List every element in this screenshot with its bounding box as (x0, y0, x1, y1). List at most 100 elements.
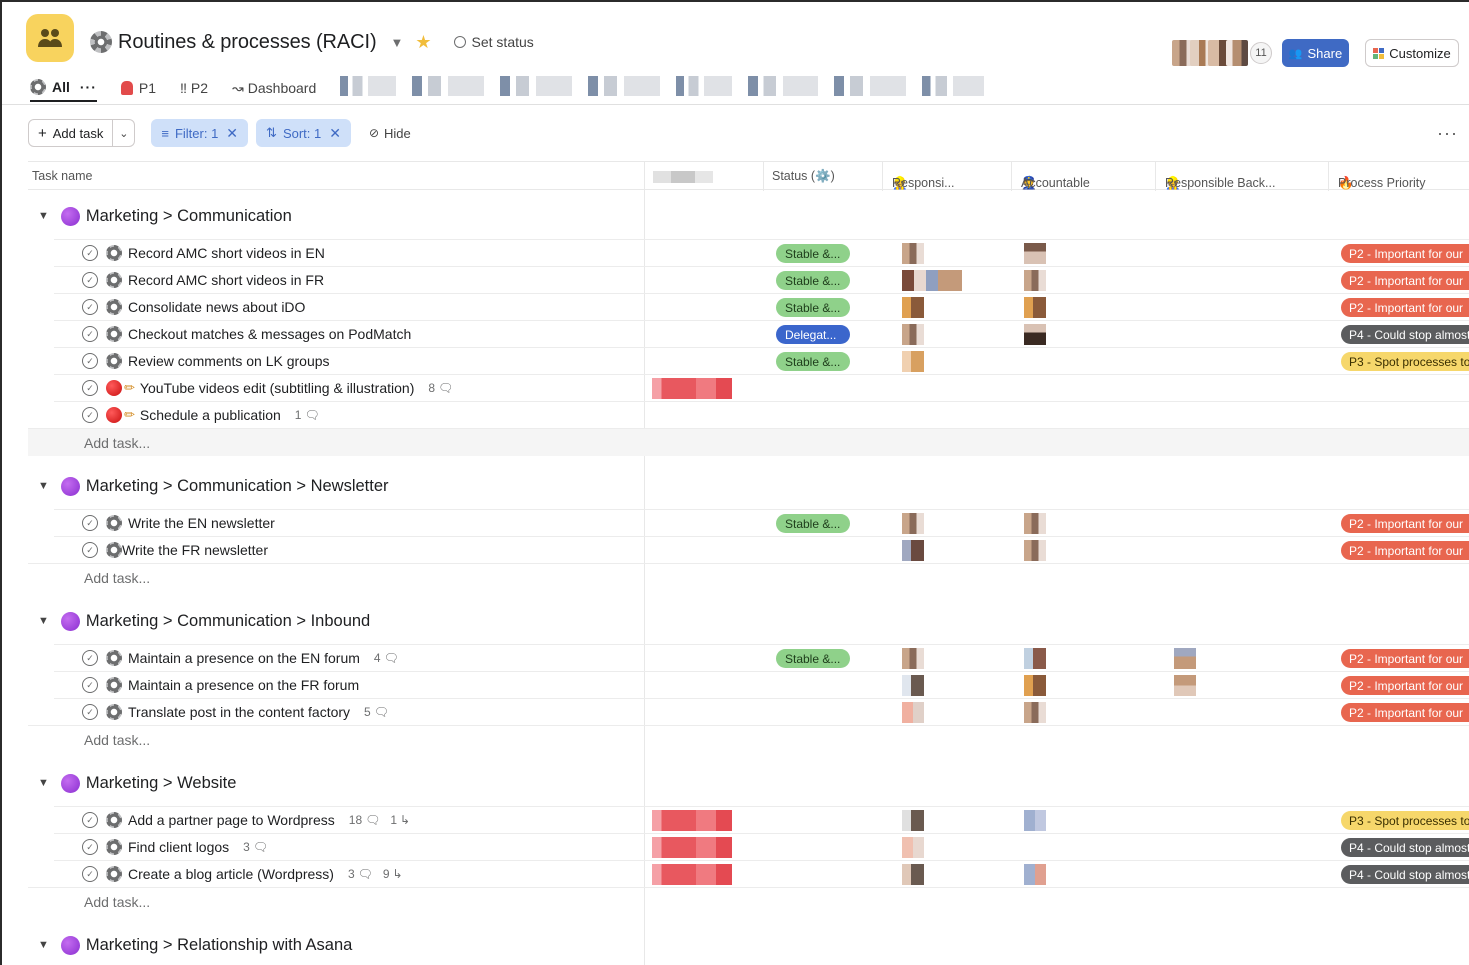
status-badge[interactable]: Stable &... (776, 244, 850, 263)
add-task-row[interactable]: Add task... (28, 428, 1469, 456)
priority-badge[interactable]: P2 - Important for our (1341, 271, 1469, 290)
priority-badge[interactable]: P2 - Important for our (1341, 298, 1469, 317)
avatar[interactable] (902, 297, 924, 318)
share-button[interactable]: 👥 Share (1282, 39, 1349, 67)
table-row[interactable]: ✓ Maintain a presence on the EN forum 4 🗨 … (54, 644, 1469, 671)
priority-badge[interactable]: P4 - Could stop almost (1341, 865, 1469, 884)
avatar[interactable] (1024, 864, 1046, 885)
avatar[interactable] (1024, 297, 1046, 318)
avatar[interactable] (1174, 648, 1196, 669)
filter-chip[interactable]: ≡ Filter: 1 ✕ (151, 119, 249, 147)
tab-dashboard[interactable]: ↝ Dashboard (232, 76, 316, 100)
add-task-row[interactable]: Add task... (28, 887, 1469, 915)
task-name[interactable]: Write the EN newsletter (128, 515, 275, 531)
complete-check-icon[interactable]: ✓ (82, 650, 98, 666)
priority-badge[interactable]: P3 - Spot processes to (1341, 352, 1469, 371)
hide-button[interactable]: ⊘ Hide (369, 126, 411, 141)
complete-check-icon[interactable]: ✓ (82, 839, 98, 855)
priority-badge[interactable]: P4 - Could stop almost (1341, 325, 1469, 344)
table-row[interactable]: ✓ Translate post in the content factory 5… (54, 698, 1469, 725)
avatar[interactable] (902, 324, 924, 345)
column-hidden[interactable] (653, 171, 713, 183)
tab-hidden[interactable] (500, 76, 573, 96)
tab-hidden[interactable] (834, 76, 907, 96)
avatar[interactable] (902, 810, 924, 831)
hidden-field-value[interactable] (652, 837, 732, 858)
hidden-field-value[interactable] (652, 864, 732, 885)
avatar[interactable] (902, 864, 924, 885)
task-name[interactable]: Maintain a presence on the FR forum (128, 677, 360, 693)
add-task-row[interactable]: Add task... (28, 563, 1469, 591)
tab-p1[interactable]: P1 (120, 76, 156, 100)
priority-badge[interactable]: P3 - Spot processes to (1341, 811, 1469, 830)
collapse-triangle-icon[interactable]: ▼ (38, 615, 49, 627)
more-options-icon[interactable]: ··· (79, 79, 97, 95)
subtask-count[interactable]: 9 ↳ (383, 867, 413, 881)
collapse-triangle-icon[interactable]: ▼ (38, 210, 49, 222)
avatar[interactable] (902, 243, 924, 264)
member-avatars[interactable]: 11 (1172, 40, 1272, 66)
complete-check-icon[interactable]: ✓ (82, 812, 98, 828)
tab-hidden[interactable] (748, 76, 819, 96)
priority-badge[interactable]: P2 - Important for our (1341, 514, 1469, 533)
tab-hidden[interactable] (588, 76, 661, 96)
comment-count[interactable]: 1 🗨 (295, 408, 330, 422)
task-name[interactable]: Checkout matches & messages on PodMatch (128, 326, 412, 342)
column-task-name[interactable]: Task name (32, 169, 93, 183)
task-name[interactable]: Record AMC short videos in FR (128, 272, 325, 288)
section-header[interactable]: ▼ Marketing > Communication > Newsletter (28, 471, 389, 501)
collapse-triangle-icon[interactable]: ▼ (38, 939, 49, 951)
table-row[interactable]: ✓ Review comments on LK groups Stable &..… (54, 347, 1469, 374)
section-header[interactable]: ▼ Marketing > Communication > Inbound (28, 606, 370, 636)
customize-button[interactable]: Customize (1365, 39, 1459, 67)
task-name[interactable]: YouTube videos edit (subtitling & illust… (139, 380, 415, 396)
project-title[interactable]: Routines & processes (RACI) (118, 30, 377, 53)
table-row[interactable]: ✓ ✏ YouTube videos edit (subtitling & illu… (54, 374, 1469, 401)
add-task-row[interactable]: Add task... (28, 725, 1469, 753)
complete-check-icon[interactable]: ✓ (82, 677, 98, 693)
avatar[interactable] (1024, 270, 1046, 291)
table-row[interactable]: ✓ ✏ Schedule a publication 1 🗨 (54, 401, 1469, 428)
tab-hidden[interactable] (676, 76, 733, 96)
hidden-field-value[interactable] (652, 378, 732, 399)
avatar[interactable] (902, 837, 924, 858)
avatar[interactable] (902, 270, 962, 291)
comment-count[interactable]: 5 🗨 (364, 705, 399, 719)
comment-count[interactable]: 3 🗨 (243, 840, 278, 854)
set-status-button[interactable]: Set status (453, 34, 534, 50)
comment-count[interactable]: 8 🗨 (428, 381, 463, 395)
table-row[interactable]: ✓ Create a blog article (Wordpress) 3 🗨 9 ↳… (54, 860, 1469, 887)
comment-count[interactable]: 4 🗨 (374, 651, 409, 665)
avatar[interactable] (1024, 540, 1046, 561)
tab-hidden[interactable] (922, 76, 985, 96)
complete-check-icon[interactable]: ✓ (82, 380, 98, 396)
sort-chip[interactable]: ⇅ Sort: 1 ✕ (256, 119, 351, 147)
task-name[interactable]: Record AMC short videos in EN (128, 245, 325, 261)
status-badge[interactable]: Stable &... (776, 298, 850, 317)
project-icon[interactable] (26, 14, 74, 62)
add-task-dropdown[interactable]: ⌄ (113, 119, 136, 147)
table-row[interactable]: ✓ Find client logos 3 🗨 P4 - Could stop al… (54, 833, 1469, 860)
comment-count[interactable]: 18 🗨 (349, 813, 391, 827)
task-name[interactable]: Create a blog article (Wordpress) (128, 866, 334, 882)
chevron-down-icon[interactable]: ▼ (390, 34, 404, 50)
tab-p2[interactable]: ‼ P2 (180, 76, 208, 100)
priority-badge[interactable]: P2 - Important for our (1341, 541, 1469, 560)
complete-check-icon[interactable]: ✓ (82, 353, 98, 369)
complete-check-icon[interactable]: ✓ (82, 245, 98, 261)
priority-badge[interactable]: P2 - Important for our (1341, 676, 1469, 695)
status-badge[interactable]: Stable &... (776, 514, 850, 533)
avatar[interactable] (1024, 702, 1046, 723)
task-name[interactable]: Schedule a publication (139, 407, 281, 423)
table-row[interactable]: ✓ Consolidate news about iDO Stable &... … (54, 293, 1469, 320)
avatar[interactable] (1024, 675, 1046, 696)
section-header[interactable]: ▼ Marketing > Website (28, 768, 236, 798)
task-name[interactable]: Add a partner page to Wordpress (128, 812, 335, 828)
avatar[interactable] (902, 702, 924, 723)
table-row[interactable]: ✓ Add a partner page to Wordpress 18 🗨 1 ↳ … (54, 806, 1469, 833)
priority-badge[interactable]: P2 - Important for our (1341, 244, 1469, 263)
avatar[interactable] (902, 675, 924, 696)
task-name[interactable]: Maintain a presence on the EN forum (128, 650, 360, 666)
avatar[interactable] (1024, 648, 1046, 669)
table-row[interactable]: ✓ Record AMC short videos in FR Stable &.… (54, 266, 1469, 293)
